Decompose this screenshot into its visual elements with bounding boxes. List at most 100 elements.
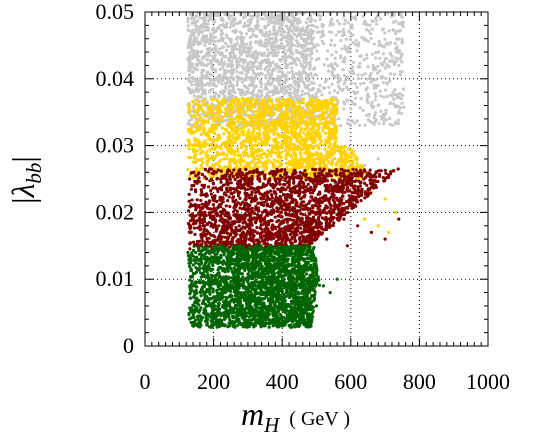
scatter-point: [385, 82, 389, 86]
scatter-point: [395, 104, 400, 108]
scatter-point: [355, 119, 359, 123]
scatter-point: [250, 138, 254, 142]
scatter-point: [400, 23, 404, 27]
scatter-point: [295, 88, 300, 92]
scatter-point: [188, 66, 192, 70]
scatter-point: [226, 79, 230, 83]
scatter-point: [225, 35, 229, 39]
scatter-point: [333, 43, 337, 48]
scatter-point: [250, 154, 254, 158]
scatter-point: [194, 30, 198, 34]
scatter-point: [203, 139, 207, 143]
scatter-point: [352, 102, 356, 106]
scatter-point: [365, 97, 369, 101]
scatter-point: [321, 121, 325, 125]
scatter-point: [313, 19, 317, 23]
scatter-point: [394, 56, 398, 60]
scatter-point: [331, 136, 335, 141]
scatter-point: [384, 108, 388, 112]
scatter-point: [264, 38, 268, 42]
scatter-point: [289, 110, 293, 114]
scatter-point: [298, 20, 302, 24]
scatter-point: [308, 72, 312, 76]
scatter-point: [242, 44, 246, 48]
scatter-point: [192, 34, 196, 38]
scatter-point: [246, 90, 250, 94]
scatter-point: [373, 98, 377, 102]
scatter-point: [313, 66, 317, 70]
scatter-point: [246, 130, 250, 134]
scatter-point: [187, 110, 191, 114]
scatter-point: [233, 153, 237, 157]
scatter-point: [291, 76, 295, 80]
scatter-point: [379, 114, 383, 118]
scatter-point: [320, 93, 324, 97]
scatter-point: [343, 56, 347, 60]
scatter-point: [246, 61, 250, 65]
scatter-point: [213, 53, 218, 57]
scatter-point: [304, 43, 308, 47]
scatter-point: [289, 61, 293, 65]
scatter-point: [395, 47, 399, 52]
scatter-point: [397, 22, 401, 26]
scatter-point: [196, 84, 200, 88]
scatter-point: [256, 231, 260, 235]
scatter-point: [227, 131, 231, 135]
scatter-point: [229, 70, 233, 74]
scatter-point: [385, 94, 389, 98]
scatter-point: [248, 8, 251, 11]
scatter-point: [277, 150, 281, 154]
scatter-point: [285, 100, 289, 104]
scatter-point: [278, 135, 282, 139]
scatter-point: [186, 24, 190, 28]
scatter-point: [258, 28, 262, 33]
scatter-point: [269, 129, 273, 133]
scatter-point: [311, 100, 315, 104]
scatter-point: [267, 36, 271, 40]
scatter-point: [274, 125, 278, 129]
scatter-point: [221, 19, 225, 23]
scatter-point: [250, 97, 255, 101]
scatter-point: [301, 108, 305, 112]
scatter-point: [208, 35, 213, 39]
scatter-point: [234, 115, 238, 119]
scatter-point: [236, 109, 240, 114]
scatter-point: [304, 20, 308, 25]
scatter-point: [292, 102, 296, 106]
scatter-point: [239, 163, 243, 167]
scatter-point: [268, 64, 272, 68]
scatter-point: [318, 142, 322, 146]
scatter-point: [234, 225, 238, 230]
scatter-point: [194, 62, 198, 67]
scatter-point: [265, 155, 269, 159]
scatter-point: [265, 92, 269, 96]
scatter-point: [206, 70, 210, 74]
scatter-point: [354, 39, 358, 43]
scatter-point: [213, 156, 217, 161]
scatter-point: [309, 28, 313, 32]
scatter-point: [285, 85, 289, 89]
scatter-point: [248, 14, 252, 18]
scatter-point: [396, 121, 400, 126]
scatter-point: [297, 109, 302, 113]
scatter-point: [268, 77, 272, 81]
scatter-point: [187, 76, 191, 80]
scatter-point: [245, 145, 249, 149]
scatter-point: [379, 74, 383, 79]
scatter-point: [293, 119, 297, 123]
scatter-point: [378, 89, 382, 93]
scatter-point: [189, 128, 193, 132]
scatter-point: [294, 39, 298, 43]
scatter-point: [219, 118, 223, 122]
scatter-point: [275, 9, 278, 12]
scatter-point: [222, 90, 226, 94]
scatter-point: [206, 119, 210, 123]
scatter-point: [205, 159, 209, 163]
scatter-point: [236, 153, 240, 157]
scatter-point: [306, 105, 310, 109]
scatter-point: [318, 83, 322, 88]
scatter-point: [333, 103, 338, 107]
scatter-point: [284, 111, 288, 115]
scatter-point: [310, 104, 314, 108]
scatter-point: [227, 17, 231, 21]
